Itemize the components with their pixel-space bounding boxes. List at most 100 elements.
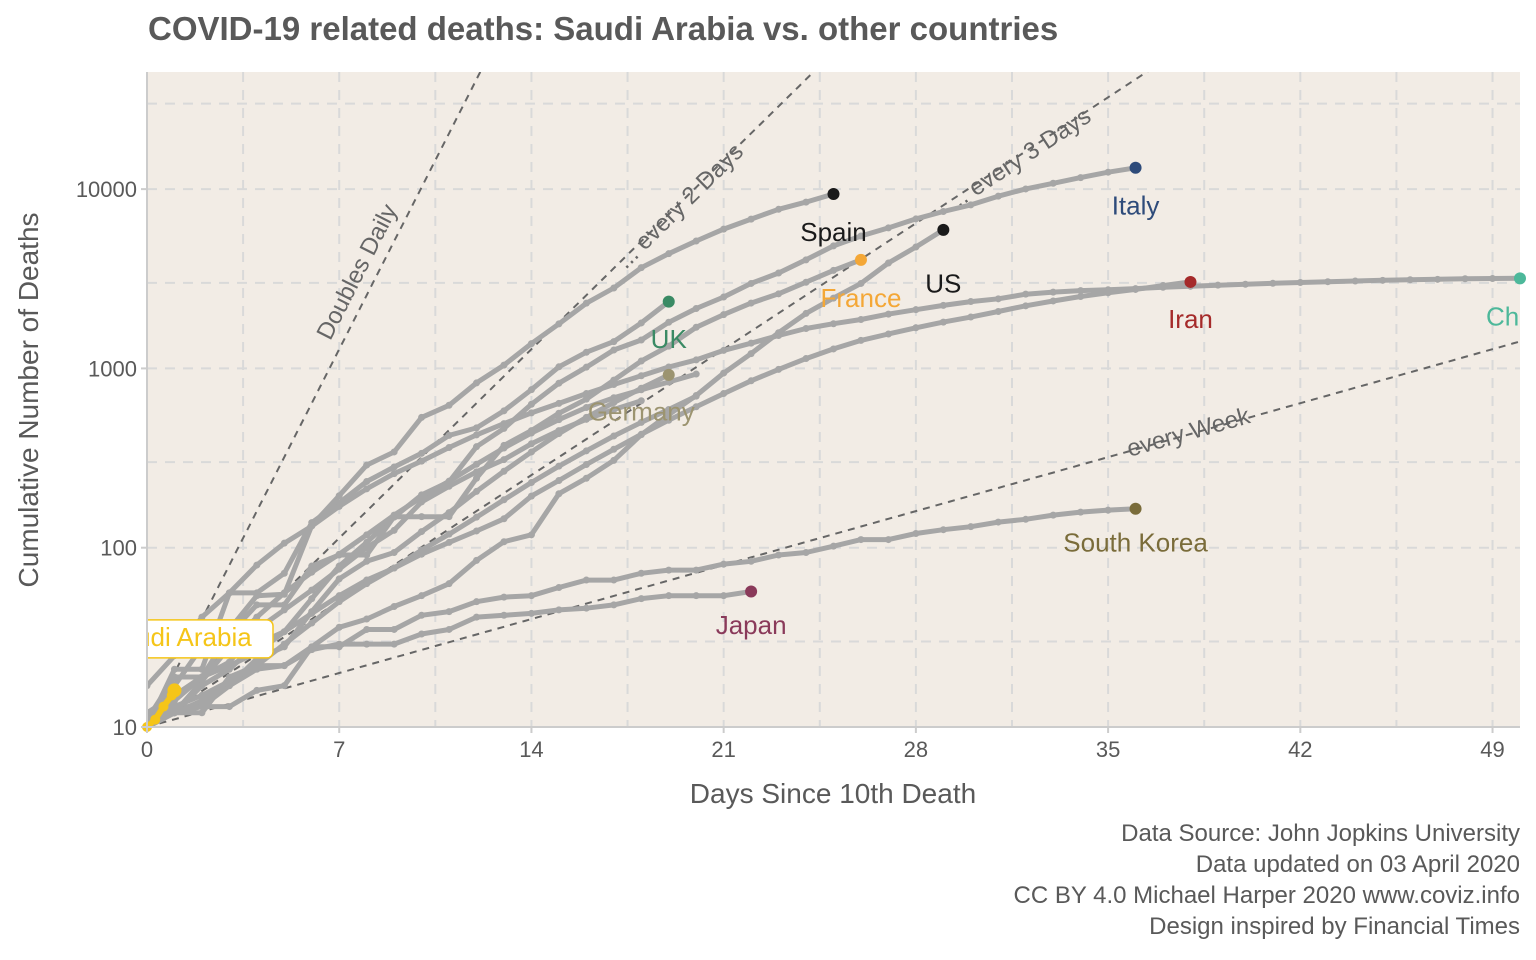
- data-point: [1296, 278, 1304, 286]
- data-point: [335, 550, 343, 558]
- data-point: [830, 345, 837, 353]
- plot-background: [147, 72, 1520, 727]
- data-point: [198, 709, 206, 717]
- data-point: [967, 201, 975, 209]
- x-tick-label: 7: [333, 737, 345, 762]
- data-point: [610, 576, 618, 584]
- data-point: [500, 407, 508, 415]
- data-point: [637, 418, 645, 426]
- data-point: [665, 250, 673, 258]
- data-point: [473, 527, 481, 535]
- data-point: [390, 526, 398, 534]
- data-point: [582, 390, 590, 398]
- data-point: [775, 332, 783, 340]
- data-point: [170, 703, 178, 711]
- data-point: [720, 390, 728, 398]
- data-point: [500, 456, 508, 464]
- data-point: [665, 342, 673, 350]
- data-point: [225, 677, 233, 685]
- data-point: [335, 598, 343, 606]
- highlight-label: Saudi Arabia: [104, 622, 252, 652]
- data-point: [335, 623, 343, 631]
- series-end-marker: [1514, 272, 1526, 285]
- data-point: [308, 568, 316, 576]
- data-point: [445, 538, 453, 546]
- x-tick-label: 42: [1288, 737, 1312, 762]
- data-point: [418, 498, 426, 506]
- data-point: [1049, 511, 1057, 519]
- data-point: [720, 311, 728, 319]
- data-point: [555, 490, 563, 498]
- data-point: [802, 309, 810, 317]
- data-point: [527, 440, 535, 448]
- data-point: [857, 232, 865, 240]
- reference-line: [147, 340, 1520, 727]
- data-point: [802, 198, 810, 206]
- data-point: [1489, 275, 1497, 283]
- data-point: [253, 589, 261, 597]
- data-point: [912, 215, 920, 223]
- data-point: [610, 405, 618, 413]
- data-point: [170, 665, 178, 673]
- x-axis-label: Days Since 10th Death: [690, 778, 976, 809]
- data-point: [335, 565, 343, 573]
- series-line: [147, 191, 836, 727]
- data-point: [418, 611, 426, 619]
- data-point: [225, 658, 233, 666]
- data-point: [445, 482, 453, 490]
- data-point: [280, 606, 288, 614]
- series-markers: [142, 161, 1526, 732]
- x-tick-label: 21: [711, 737, 735, 762]
- data-point: [280, 569, 288, 577]
- y-tick-label: 10: [113, 715, 137, 740]
- data-point: [308, 609, 316, 617]
- data-point: [527, 479, 535, 487]
- data-point: [1022, 185, 1030, 193]
- axis-ticks: 0 7 14 21 28 35 42 49 10 100 1000 10000: [76, 177, 1505, 762]
- data-point: [500, 467, 508, 475]
- data-point: [527, 609, 535, 617]
- reference-line: [147, 72, 1149, 727]
- data-point: [1077, 287, 1085, 295]
- data-point: [363, 625, 371, 633]
- data-point: [280, 640, 288, 648]
- data-point: [939, 526, 947, 534]
- series-label: China: [1486, 301, 1536, 331]
- data-point: [720, 592, 728, 600]
- data-point: [665, 592, 673, 600]
- chart-title: COVID-19 related deaths: Saudi Arabia vs…: [148, 10, 1059, 47]
- data-point: [1077, 293, 1085, 301]
- data-point: [473, 556, 481, 564]
- data-point: [555, 416, 563, 424]
- data-point: [665, 416, 673, 424]
- data-point: [1049, 288, 1057, 296]
- data-point: [747, 215, 755, 223]
- data-point: [857, 536, 865, 544]
- data-point: [418, 528, 426, 536]
- data-point: [610, 381, 618, 389]
- data-point: [473, 487, 481, 495]
- data-point: [308, 586, 316, 594]
- series-labels: Italy Spain US France UK Iran China Germany Sout…: [104, 190, 1536, 659]
- data-point: [637, 430, 645, 438]
- data-point: [582, 576, 590, 584]
- series-end-marker: [745, 585, 758, 598]
- data-point: [1379, 276, 1387, 284]
- data-point: [692, 403, 700, 411]
- data-point: [747, 350, 755, 358]
- series-line: [147, 299, 672, 727]
- series-label: Spain: [800, 217, 867, 247]
- data-point: [884, 330, 892, 338]
- data-point: [253, 662, 261, 670]
- series-end-marker: [662, 368, 675, 381]
- data-point: [473, 474, 481, 482]
- data-point: [775, 269, 783, 277]
- data-point: [692, 392, 700, 400]
- data-point: [390, 602, 398, 610]
- data-point: [198, 673, 206, 681]
- data-point: [363, 544, 371, 552]
- data-point: [363, 551, 371, 559]
- data-point: [1104, 168, 1112, 176]
- data-point: [830, 542, 837, 550]
- data-point: [363, 531, 371, 539]
